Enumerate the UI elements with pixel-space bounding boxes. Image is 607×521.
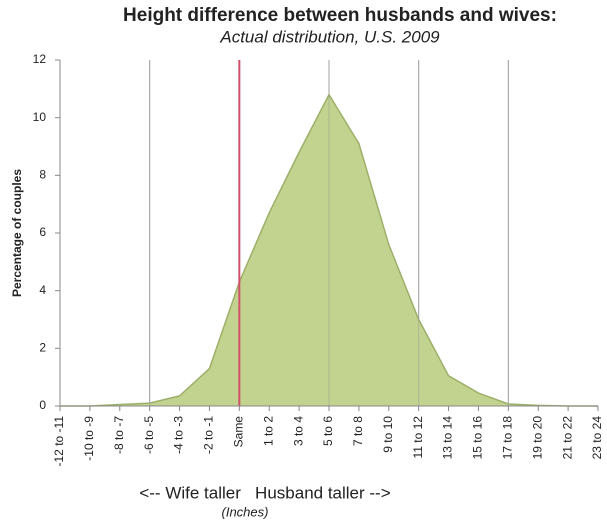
annotation: <-- Wife taller Husband taller --> (139, 483, 390, 502)
x-tick-label: -12 to -11 (52, 416, 66, 467)
chart-subtitle: Actual distribution, U.S. 2009 (219, 27, 440, 46)
x-tick-label: 23 to 24 (590, 416, 604, 460)
x-tick-label: 15 to 16 (471, 416, 485, 460)
x-tick-label: -2 to -1 (202, 416, 216, 454)
y-tick-label: 2 (39, 341, 46, 355)
x-tick-label: 11 to 12 (411, 416, 425, 459)
x-tick-label: -10 to -9 (82, 416, 96, 461)
x-tick-label: 3 to 4 (291, 416, 305, 446)
y-tick-label: 4 (39, 283, 46, 297)
y-tick-label: 8 (39, 168, 46, 182)
y-tick-label: 0 (39, 398, 46, 412)
x-tick-label: 21 to 22 (560, 416, 574, 460)
x-tick-label: 19 to 20 (530, 416, 544, 460)
x-tick-label: 17 to 18 (501, 416, 515, 460)
y-tick-label: 6 (39, 225, 46, 239)
x-tick-label: -6 to -5 (142, 416, 156, 454)
x-tick-label: 5 to 6 (321, 416, 335, 446)
chart-title: Height difference between husbands and w… (123, 5, 557, 26)
y-tick-label: 12 (33, 52, 47, 66)
x-tick-label: 13 to 14 (441, 416, 455, 460)
x-axis-label: (Inches) (222, 504, 269, 519)
x-tick-label: -4 to -3 (172, 416, 186, 454)
y-tick-label: 10 (33, 110, 47, 124)
x-tick-label: Same (232, 416, 246, 448)
y-axis-label: Percentage of couples (10, 169, 24, 297)
x-tick-label: 1 to 2 (261, 416, 275, 446)
x-tick-label: 7 to 8 (351, 416, 365, 446)
x-tick-label: 9 to 10 (381, 416, 395, 453)
x-tick-label: -8 to -7 (112, 416, 126, 454)
